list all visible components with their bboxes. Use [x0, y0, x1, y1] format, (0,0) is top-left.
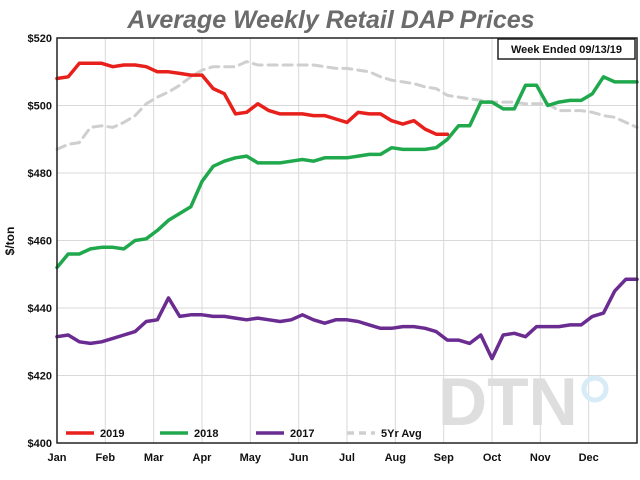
x-tick-label: Jul: [339, 452, 355, 464]
x-tick-label: Mar: [144, 452, 164, 464]
x-tick-label: Nov: [530, 452, 552, 464]
series-line-2018: [55, 75, 639, 270]
series-line-5yr-avg: [55, 60, 639, 151]
x-tick-label: Jan: [48, 452, 67, 464]
y-tick-label: $480: [28, 168, 52, 180]
gridlines: [57, 37, 637, 444]
y-tick-label: $400: [28, 438, 52, 450]
legend-label: 2017: [290, 428, 314, 440]
x-tick-label: Apr: [193, 452, 213, 464]
x-axis-ticks: Jan Feb Mar Apr May Jun Jul Aug Sep Oct Nov Dec: [48, 452, 599, 464]
series-line-2019: [55, 61, 450, 136]
week-note-box: Week Ended 09/13/19: [497, 38, 636, 60]
y-tick-label: $500: [28, 101, 52, 113]
plot-border: [56, 37, 638, 444]
dtn-logo: DTN: [438, 364, 609, 440]
y-tick-label: $420: [28, 371, 52, 383]
chart-title: Average Weekly Retail DAP Prices: [126, 6, 534, 34]
y-tick-label: $460: [28, 236, 52, 248]
svg-text:DTN: DTN: [438, 364, 578, 440]
week-note: Week Ended 09/13/19: [511, 44, 622, 56]
legend: 2019 2018 2017 5Yr Avg: [66, 428, 422, 440]
y-axis-label: $/ton: [3, 227, 17, 256]
y-tick-label: $520: [28, 33, 52, 45]
x-tick-label: Sep: [434, 452, 454, 464]
y-tick-label: $440: [28, 303, 52, 315]
x-tick-label: May: [240, 452, 262, 464]
legend-label: 5Yr Avg: [381, 428, 422, 440]
series-lines: [55, 60, 639, 361]
x-tick-label: Oct: [483, 452, 502, 464]
series-line-2017: [55, 277, 639, 361]
x-tick-label: Dec: [579, 452, 599, 464]
x-tick-label: Feb: [96, 452, 116, 464]
x-tick-label: Aug: [385, 452, 406, 464]
legend-label: 2019: [100, 428, 124, 440]
legend-label: 2018: [194, 428, 218, 440]
x-tick-label: Jun: [289, 452, 309, 464]
y-axis-ticks: $400 $420 $440 $460 $480 $500 $520: [28, 33, 52, 450]
